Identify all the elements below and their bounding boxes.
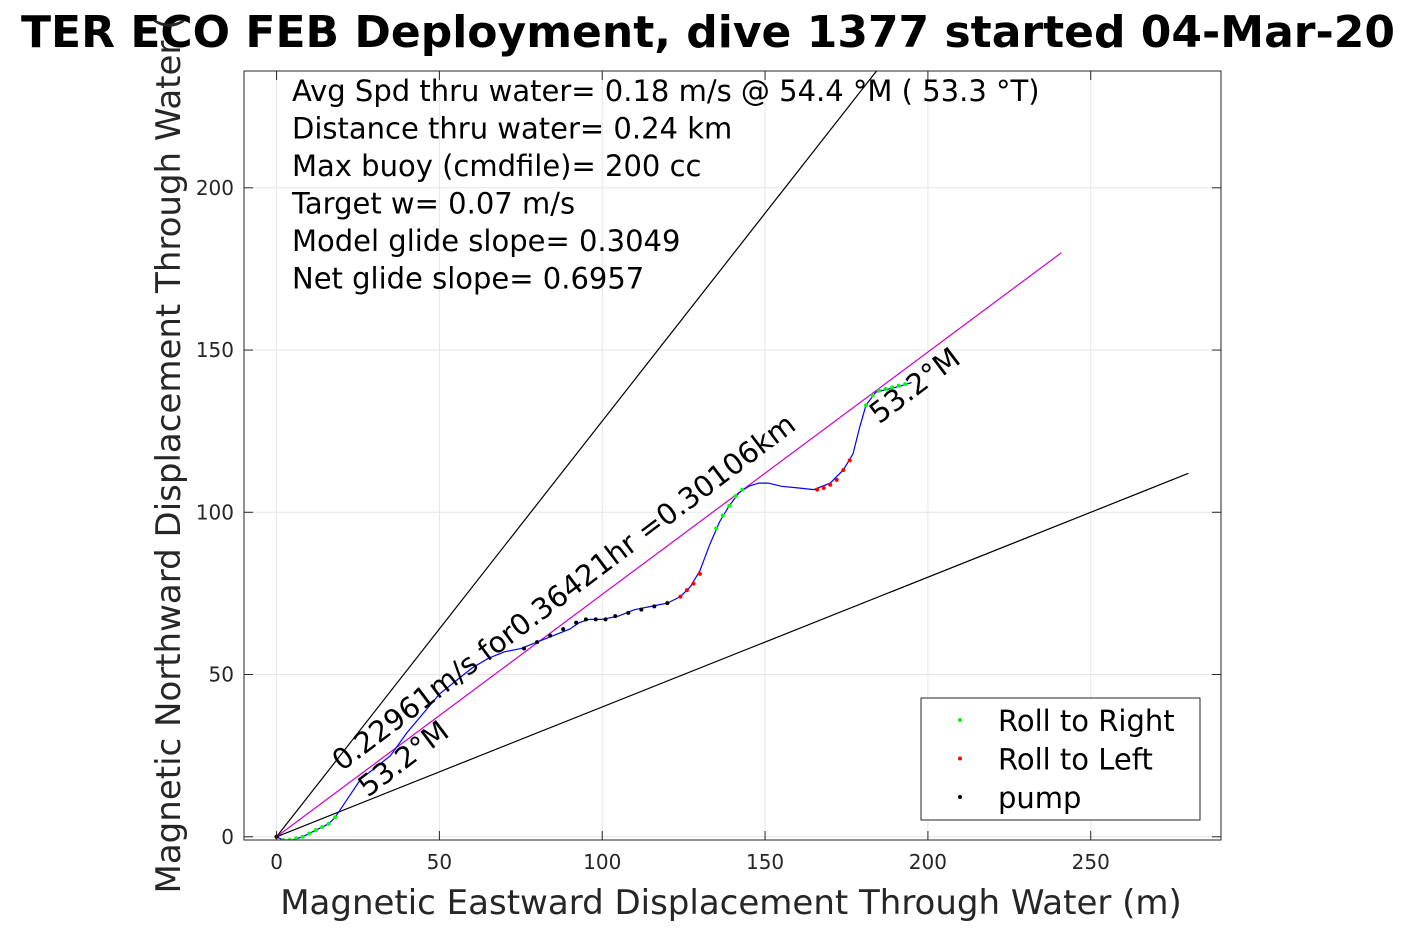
data-point — [815, 487, 820, 492]
x-tick-label: 200 — [909, 850, 947, 874]
info-line: Avg Spd thru water= 0.18 m/s @ 54.4 °M (… — [292, 74, 1040, 108]
legend-label: pump — [998, 781, 1081, 815]
data-point — [548, 633, 553, 638]
reference-lines — [276, 71, 1189, 838]
legend-label: Roll to Left — [998, 743, 1153, 777]
data-point — [583, 617, 588, 622]
x-tick-label: 150 — [746, 850, 784, 874]
grid — [244, 71, 1221, 840]
data-point — [294, 836, 299, 840]
legend-marker — [958, 795, 962, 799]
data-point — [870, 393, 875, 398]
info-line: Max buoy (cmdfile)= 200 cc — [292, 149, 701, 183]
legend-marker — [958, 756, 962, 761]
data-point — [626, 610, 631, 615]
reference-line — [276, 472, 1189, 838]
legend-label: Roll to Right — [998, 704, 1175, 738]
y-tick-label: 150 — [196, 338, 234, 362]
info-line: Distance thru water= 0.24 km — [292, 112, 732, 146]
info-line: Model glide slope= 0.3049 — [292, 224, 680, 258]
data-point — [714, 526, 719, 531]
reference-line — [276, 252, 1062, 838]
data-point — [561, 627, 566, 632]
data-point — [841, 468, 846, 473]
reference-line — [276, 71, 878, 838]
y-tick-label: 50 — [209, 663, 234, 687]
data-point — [320, 825, 325, 830]
y-tick-label: 0 — [221, 825, 234, 849]
y-axis-label: Magnetic Northward Displacement Through … — [149, 17, 189, 894]
data-point — [697, 571, 702, 576]
x-tick-label: 250 — [1072, 850, 1110, 874]
data-point — [326, 821, 331, 826]
info-line: Net glide slope= 0.6957 — [292, 262, 644, 296]
data-point — [890, 385, 895, 390]
data-point — [847, 458, 852, 463]
data-point — [652, 604, 657, 609]
data-point — [691, 581, 696, 586]
data-point — [821, 485, 826, 490]
data-point — [733, 494, 738, 499]
data-point — [720, 513, 725, 518]
x-tick-label: 0 — [270, 850, 283, 874]
data-point — [593, 617, 598, 622]
data-point — [834, 477, 839, 482]
plot-frame — [243, 70, 1222, 841]
info-line: Target w= 0.07 m/s — [291, 187, 575, 221]
data-point — [727, 503, 732, 508]
x-tick-label: 100 — [583, 850, 621, 874]
y-tick-label: 200 — [196, 176, 234, 200]
data-point — [883, 386, 888, 391]
data-point — [828, 482, 833, 487]
chart-title: TER ECO FEB Deployment, dive 1377 starte… — [21, 7, 1395, 58]
info-text-block: Avg Spd thru water= 0.18 m/s @ 54.4 °M (… — [291, 74, 1040, 296]
track — [276, 381, 912, 840]
data-point — [333, 815, 338, 820]
x-tick-label: 50 — [427, 850, 452, 874]
legend-box — [920, 697, 1201, 821]
data-point — [903, 382, 908, 387]
data-point — [684, 588, 689, 593]
legend: Roll to Right Roll to Left pump — [920, 697, 1201, 821]
legend-marker — [958, 718, 962, 722]
data-point — [535, 640, 540, 645]
data-point — [740, 487, 745, 492]
track-line — [276, 381, 912, 840]
data-point — [864, 403, 869, 408]
axis-ticks: 0 50 100 150 200 250 0 50 100 150 200 — [196, 71, 1221, 874]
data-point — [877, 388, 882, 393]
data-point — [665, 601, 670, 606]
data-point — [574, 620, 579, 625]
data-point — [300, 834, 305, 839]
data-point — [603, 617, 608, 622]
data-point — [307, 831, 312, 836]
data-point — [313, 828, 318, 833]
y-tick-label: 100 — [196, 500, 234, 524]
data-point — [678, 594, 683, 599]
data-point — [896, 383, 901, 388]
data-point — [522, 646, 527, 651]
data-point — [613, 614, 618, 619]
data-point — [639, 607, 644, 612]
x-axis-label: Magnetic Eastward Displacement Through W… — [280, 883, 1182, 923]
